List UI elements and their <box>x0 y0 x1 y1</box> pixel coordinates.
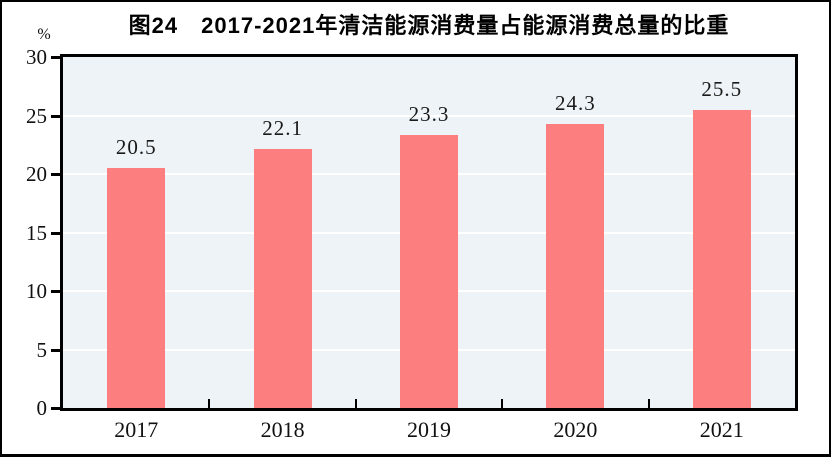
y-axis-tick <box>51 407 60 410</box>
x-axis-category-label: 2021 <box>699 417 744 442</box>
y-axis-tick <box>51 348 60 352</box>
y-axis-tick-label: 5 <box>36 337 48 362</box>
y-axis-tick-label: 30 <box>26 45 47 69</box>
x-axis-tick <box>647 399 650 408</box>
bar-value-label: 24.3 <box>555 90 596 115</box>
bar-2018 <box>253 149 312 408</box>
x-axis-category-label: 2020 <box>553 417 598 442</box>
y-axis-tick <box>51 173 60 176</box>
y-axis-tick <box>51 290 60 293</box>
bar-2021 <box>692 109 751 408</box>
x-axis-category-label: 2018 <box>260 417 305 442</box>
chart-title: 图24 2017-2021年清洁能源消费量占能源消费总量的比重 <box>128 13 730 38</box>
x-axis-tick <box>354 399 357 408</box>
y-axis-unit-label: % <box>37 26 51 43</box>
x-axis-tick <box>501 399 504 408</box>
x-axis-category-label: 2017 <box>114 417 159 442</box>
y-axis-tick <box>51 231 60 235</box>
y-axis-tick-label: 10 <box>26 279 47 303</box>
x-axis-category-label: 2019 <box>406 417 451 442</box>
y-axis-tick <box>51 114 60 118</box>
plot-area: 20.5 22.1 23.3 24.3 25.5 <box>60 54 798 411</box>
bar-2019 <box>400 135 458 408</box>
y-axis-tick-label: 15 <box>26 220 47 245</box>
bar-value-label: 20.5 <box>115 135 157 160</box>
y-axis-tick <box>51 56 60 59</box>
bar-value-label: 22.1 <box>262 116 303 141</box>
y-axis-tick-label: 25 <box>26 103 47 128</box>
y-axis-tick-label: 0 <box>36 396 48 420</box>
gridline <box>63 114 795 117</box>
bar-2017 <box>107 168 166 408</box>
x-axis-tick <box>208 399 211 408</box>
bar-value-label: 23.3 <box>408 102 450 127</box>
y-axis-tick-label: 20 <box>26 162 47 186</box>
bar-2020 <box>546 123 605 408</box>
bar-value-label: 25.5 <box>701 76 743 101</box>
